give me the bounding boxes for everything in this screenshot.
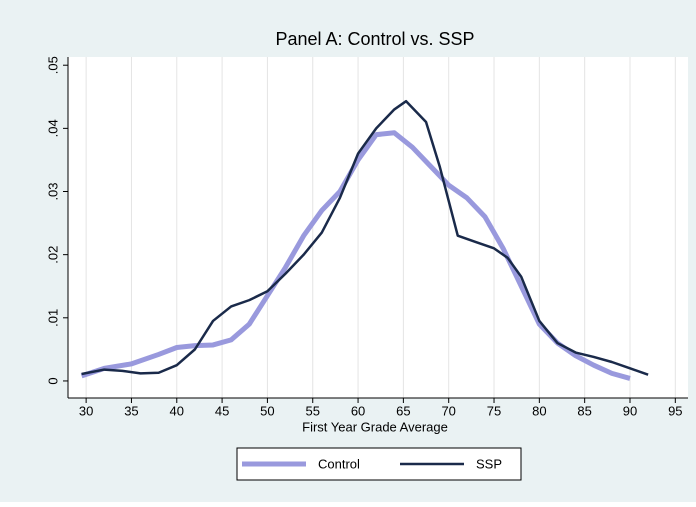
series-line <box>81 99 649 376</box>
x-tick-label: 85 <box>577 403 591 418</box>
x-tick-label: 50 <box>260 403 274 418</box>
series-line <box>80 130 631 381</box>
x-tick-label: 60 <box>351 403 365 418</box>
x-tick-label: 80 <box>532 403 546 418</box>
y-tick-label: .02 <box>45 246 60 264</box>
y-tick-label: .03 <box>45 182 60 200</box>
legend-label: Control <box>318 456 360 471</box>
x-axis-label: First Year Grade Average <box>302 419 448 434</box>
x-tick-label: 70 <box>441 403 455 418</box>
x-tick-label: 30 <box>79 403 93 418</box>
x-tick-label: 40 <box>170 403 184 418</box>
y-tick-label: .05 <box>45 56 60 74</box>
y-tick-label: .04 <box>45 119 60 137</box>
x-tick-label: 55 <box>306 403 320 418</box>
legend-label: SSP <box>476 456 502 471</box>
x-tick-label: 35 <box>124 403 138 418</box>
x-tick-label: 95 <box>668 403 682 418</box>
x-tick-label: 90 <box>623 403 637 418</box>
legend-box <box>236 447 522 481</box>
chart-title: Panel A: Control vs. SSP <box>275 29 474 49</box>
x-tick-label: 65 <box>396 403 410 418</box>
x-tick-label: 45 <box>215 403 229 418</box>
x-tick-label: 75 <box>487 403 501 418</box>
plot-area <box>68 57 688 398</box>
y-tick-label: 0 <box>45 377 60 384</box>
y-tick-label: .01 <box>45 309 60 327</box>
